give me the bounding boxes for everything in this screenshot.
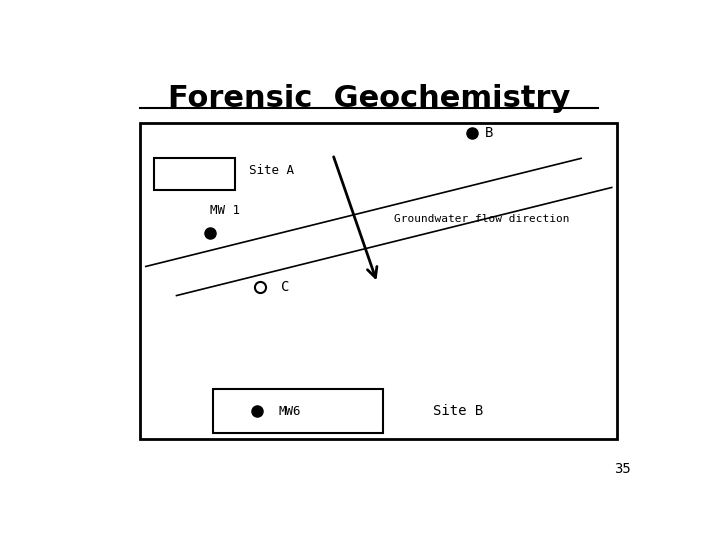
Text: Site A: Site A (249, 164, 294, 177)
Text: B: B (485, 126, 493, 140)
Text: MW6: MW6 (279, 404, 301, 417)
Bar (140, 123, 617, 439)
Text: Groundwater flow direction: Groundwater flow direction (394, 214, 570, 224)
Text: C: C (282, 280, 289, 294)
Bar (213, 389, 383, 433)
Text: Site B: Site B (433, 404, 483, 418)
Bar (154, 158, 235, 190)
Text: Forensic  Geochemistry: Forensic Geochemistry (168, 84, 570, 112)
Text: MW 1: MW 1 (210, 205, 240, 218)
Text: 35: 35 (614, 462, 631, 476)
